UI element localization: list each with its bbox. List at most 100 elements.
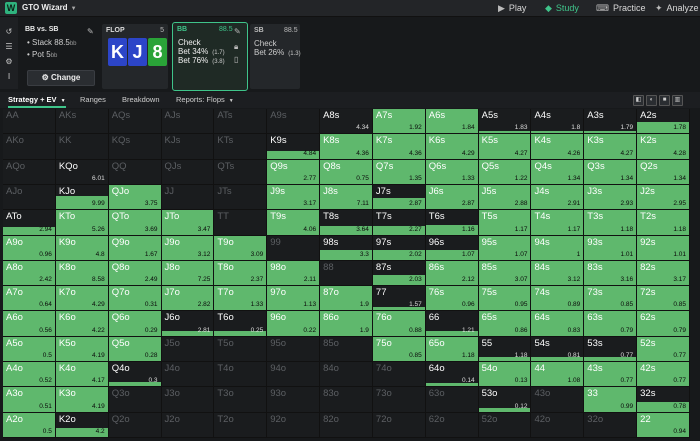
list-icon[interactable]: ☰ — [5, 42, 13, 51]
hand-cell[interactable]: 98o 2.11 — [267, 260, 321, 287]
hand-cell[interactable]: KQo 6.01 — [55, 159, 109, 185]
hand-cell[interactable]: 66 1.21 — [425, 311, 479, 337]
hand-cell[interactable]: Q2s 1.34 — [637, 159, 690, 185]
hand-cell[interactable]: A9o 0.96 — [3, 235, 56, 261]
hand-cell[interactable]: J7o 2.82 — [161, 286, 215, 312]
hand-cell[interactable]: J6s 2.87 — [425, 184, 479, 211]
hand-cell[interactable]: Q5o 0.28 — [108, 336, 162, 363]
hand-cell[interactable]: J5s 2.88 — [478, 184, 532, 211]
hand-cell[interactable]: A3s 1.79 — [584, 109, 638, 135]
bb-action-bet-small[interactable]: Bet 34% (1.7) — [178, 47, 225, 56]
hand-cell[interactable]: 52s 0.77 — [637, 336, 690, 363]
hand-cell[interactable]: 86o 1.9 — [320, 311, 373, 337]
hand-cell[interactable]: 54o 0.13 — [478, 362, 532, 388]
hand-cell[interactable]: 42s 0.77 — [637, 362, 690, 388]
hand-cell[interactable]: QJo 3.75 — [108, 184, 162, 211]
hand-cell[interactable]: AJo — [3, 184, 56, 211]
hand-cell[interactable]: T9s 4.06 — [267, 210, 321, 236]
hand-cell[interactable]: K4s 4.26 — [531, 134, 585, 160]
nav-practice[interactable]: ⌨ Practice — [596, 0, 646, 16]
hand-cell[interactable]: 43o — [531, 387, 585, 413]
hand-cell[interactable]: K6o 4.22 — [55, 311, 109, 337]
hand-cell[interactable]: J5o — [161, 336, 215, 363]
hand-cell[interactable]: J9s 3.17 — [267, 184, 321, 211]
hand-cell[interactable]: 75o 0.85 — [372, 336, 426, 363]
lock-icon[interactable]: 🔒︎ — [234, 42, 239, 51]
hand-cell[interactable]: A7s 1.92 — [372, 109, 426, 135]
hand-cell[interactable]: AQo — [3, 159, 56, 185]
hand-cell[interactable]: J2o — [161, 412, 215, 438]
hand-cell[interactable]: T4s 1.17 — [531, 210, 585, 236]
hand-cell[interactable]: AJs — [161, 109, 215, 135]
hand-cell[interactable]: 88 — [320, 260, 373, 287]
hand-cell[interactable]: 62o — [425, 412, 479, 438]
hand-cell[interactable]: 72s 0.85 — [637, 286, 690, 312]
hand-cell[interactable]: KJs — [161, 134, 215, 160]
hand-cell[interactable]: 99 — [267, 235, 321, 261]
hand-cell[interactable]: Q4o 0.3 — [108, 362, 162, 388]
hand-cell[interactable]: 93o — [267, 387, 321, 413]
hand-cell[interactable]: KTo 5.26 — [55, 210, 109, 236]
view-mode-full-icon[interactable]: ■ — [659, 95, 670, 106]
hand-cell[interactable]: A2s 1.78 — [637, 109, 690, 135]
hand-cell[interactable]: K9s 4.84 — [267, 134, 321, 160]
hand-cell[interactable]: Q9o 1.67 — [108, 235, 162, 261]
hand-cell[interactable]: K3s 4.27 — [584, 134, 638, 160]
tab-reports-flops[interactable]: Reports: Flops ▼ — [176, 92, 234, 108]
tab-strategy-ev[interactable]: Strategy + EV ▼ — [8, 92, 66, 108]
hand-cell[interactable]: Q6s 1.33 — [425, 159, 479, 185]
hand-cell[interactable]: 54s 0.81 — [531, 336, 585, 363]
hand-cell[interactable]: T6s 1.16 — [425, 210, 479, 236]
hand-cell[interactable]: 87s 2.03 — [372, 260, 426, 287]
hand-cell[interactable]: 52o — [478, 412, 532, 438]
hand-cell[interactable]: 97o 1.13 — [267, 286, 321, 312]
hand-cell[interactable]: T5s 1.17 — [478, 210, 532, 236]
hand-cell[interactable]: 42o — [531, 412, 585, 438]
hand-cell[interactable]: 84o — [320, 362, 373, 388]
hand-cell[interactable]: 32o — [584, 412, 638, 438]
hand-cell[interactable]: T3o — [214, 387, 268, 413]
hand-cell[interactable]: 43s 0.77 — [584, 362, 638, 388]
hand-cell[interactable]: Q8o 2.49 — [108, 260, 162, 287]
edit-icon[interactable]: ✎ — [87, 27, 94, 36]
hand-cell[interactable]: T3s 1.18 — [584, 210, 638, 236]
hand-cell[interactable]: A7o 0.64 — [3, 286, 56, 312]
hand-cell[interactable]: 53o 0.12 — [478, 387, 532, 413]
hand-cell[interactable]: AKo — [3, 134, 56, 160]
hand-cell[interactable]: 85o — [320, 336, 373, 363]
settings-icon[interactable]: ⚙ — [5, 57, 13, 66]
hand-cell[interactable]: 93s 1.01 — [584, 235, 638, 261]
hand-cell[interactable]: J4o — [161, 362, 215, 388]
hand-cell[interactable]: 86s 2.12 — [425, 260, 479, 287]
hand-cell[interactable]: 44 1.08 — [531, 362, 585, 388]
hand-cell[interactable]: K8s 4.36 — [320, 134, 373, 160]
hand-cell[interactable]: 77 1.57 — [372, 286, 426, 312]
hand-cell[interactable]: J4s 2.91 — [531, 184, 585, 211]
hand-cell[interactable]: 55 1.18 — [478, 336, 532, 363]
hand-cell[interactable]: ATo 2.94 — [3, 210, 56, 236]
hand-cell[interactable]: J6o 2.81 — [161, 311, 215, 337]
hand-cell[interactable]: T5o — [214, 336, 268, 363]
hand-cell[interactable]: Q3o — [108, 387, 162, 413]
hand-cell[interactable]: T2o — [214, 412, 268, 438]
hand-cell[interactable]: J3s 2.93 — [584, 184, 638, 211]
hand-cell[interactable]: 32s 0.78 — [637, 387, 690, 413]
hand-cell[interactable]: T8o 2.37 — [214, 260, 268, 287]
hand-cell[interactable]: T9o 3.09 — [214, 235, 268, 261]
hand-cell[interactable]: 53s 0.77 — [584, 336, 638, 363]
hand-cell[interactable]: A5s 1.83 — [478, 109, 532, 135]
hand-cell[interactable]: AQs — [108, 109, 162, 135]
hand-cell[interactable]: K4o 4.17 — [55, 362, 109, 388]
hand-cell[interactable]: J7s 2.87 — [372, 184, 426, 211]
hand-cell[interactable]: KTs — [214, 134, 268, 160]
hand-cell[interactable]: A8o 2.42 — [3, 260, 56, 287]
sb-action-bet[interactable]: Bet 26% (1.3) — [254, 48, 301, 57]
hand-cell[interactable]: K6s 4.29 — [425, 134, 479, 160]
hand-cell[interactable]: 73o — [372, 387, 426, 413]
hand-cell[interactable]: 85s 3.07 — [478, 260, 532, 287]
hand-cell[interactable]: T2s 1.18 — [637, 210, 690, 236]
tab-breakdown[interactable]: Breakdown — [122, 95, 160, 104]
change-button[interactable]: ⚙ Change — [27, 70, 95, 86]
hand-cell[interactable]: Q9s 2.77 — [267, 159, 321, 185]
hand-cell[interactable]: 87o 1.9 — [320, 286, 373, 312]
